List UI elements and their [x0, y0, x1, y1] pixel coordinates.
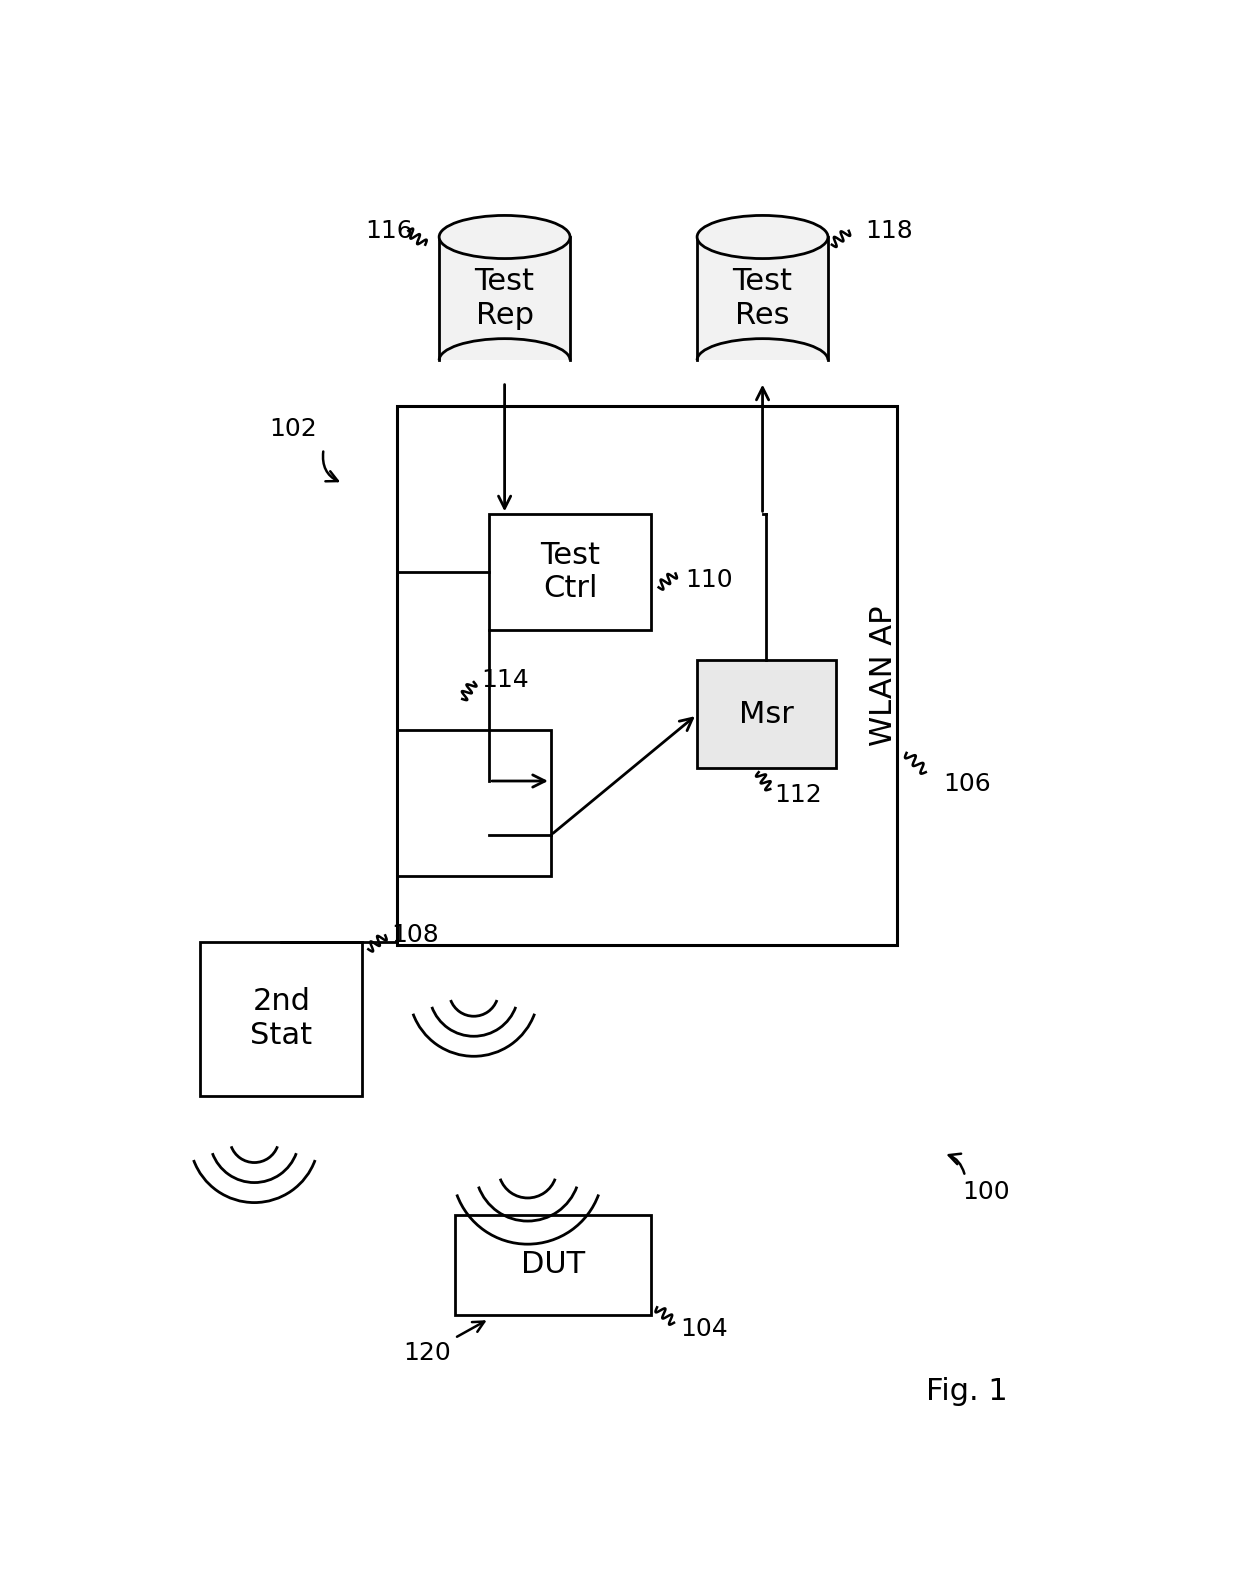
Text: 110: 110: [686, 568, 733, 591]
Text: Test
Ctrl: Test Ctrl: [541, 541, 600, 603]
Text: 2nd
Stat: 2nd Stat: [250, 987, 312, 1049]
Bar: [490, 514, 651, 630]
Bar: [455, 1215, 651, 1315]
Text: 120: 120: [404, 1342, 451, 1366]
Ellipse shape: [439, 215, 570, 259]
Text: 106: 106: [944, 771, 991, 795]
Text: 102: 102: [269, 418, 316, 442]
Text: 108: 108: [392, 924, 439, 948]
Text: 112: 112: [774, 784, 822, 808]
Text: Test
Res: Test Res: [733, 267, 792, 329]
Text: Msr: Msr: [739, 700, 794, 728]
Text: 100: 100: [962, 1180, 1009, 1204]
Bar: [439, 237, 570, 361]
Bar: [397, 407, 898, 946]
Text: 114: 114: [481, 668, 529, 692]
Bar: [697, 237, 828, 361]
Bar: [201, 941, 362, 1096]
Text: Fig. 1: Fig. 1: [926, 1377, 1007, 1407]
Bar: [697, 660, 836, 768]
Text: 118: 118: [866, 219, 913, 243]
Bar: [397, 730, 551, 876]
Text: DUT: DUT: [521, 1250, 585, 1280]
Text: WLAN AP: WLAN AP: [869, 606, 898, 746]
Text: 116: 116: [366, 219, 413, 243]
Ellipse shape: [697, 215, 828, 259]
Text: Test
Rep: Test Rep: [475, 267, 534, 329]
Text: 104: 104: [681, 1317, 728, 1340]
